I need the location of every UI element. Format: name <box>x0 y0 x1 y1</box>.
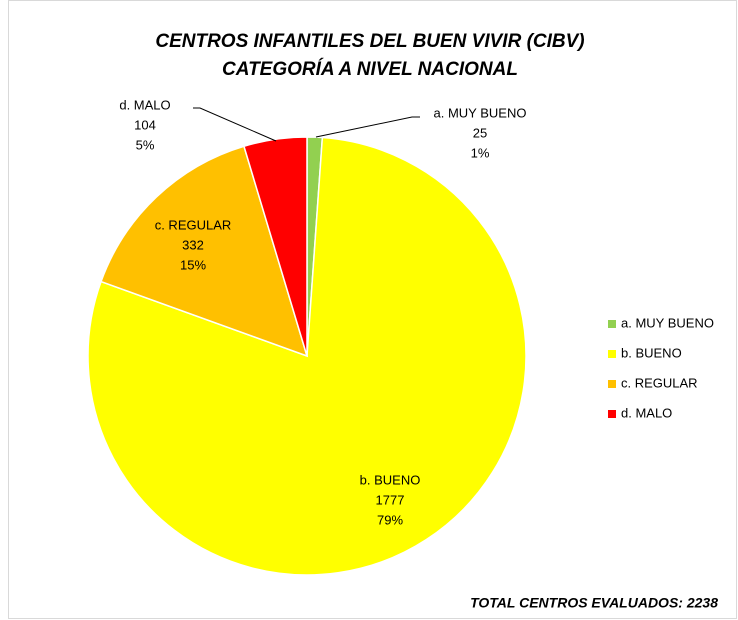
legend-label: a. MUY BUENO <box>621 315 714 330</box>
legend-swatch <box>608 320 616 328</box>
chart-frame <box>8 0 737 619</box>
data-label: 1777 <box>376 492 405 507</box>
pie-slice <box>100 145 309 358</box>
legend-label: d. MALO <box>621 405 672 420</box>
data-label: 1% <box>471 145 490 160</box>
data-label: 332 <box>182 237 204 252</box>
data-label: 25 <box>473 125 487 140</box>
legend-swatch <box>608 380 616 388</box>
data-label: 15% <box>180 257 206 272</box>
data-label: 104 <box>134 117 156 132</box>
pie-slice <box>243 136 308 357</box>
data-label: b. BUENO <box>360 472 421 487</box>
leader-line <box>315 116 420 138</box>
data-label: 79% <box>377 512 403 527</box>
data-label: a. MUY BUENO <box>434 105 527 120</box>
chart-title: CATEGORÍA A NIVEL NACIONAL <box>222 58 518 80</box>
data-label: 5% <box>136 137 155 152</box>
legend-label: c. REGULAR <box>621 375 698 390</box>
legend-label: b. BUENO <box>621 345 682 360</box>
annotation: TOTAL CENTROS EVALUADOS: 2238 <box>470 595 718 611</box>
chart-title: CENTROS INFANTILES DEL BUEN VIVIR (CIBV) <box>155 31 584 52</box>
legend-swatch <box>608 410 616 418</box>
leader-line <box>193 107 277 142</box>
legend-swatch <box>608 350 616 358</box>
data-label: c. REGULAR <box>155 217 232 232</box>
data-label: d. MALO <box>119 97 170 112</box>
